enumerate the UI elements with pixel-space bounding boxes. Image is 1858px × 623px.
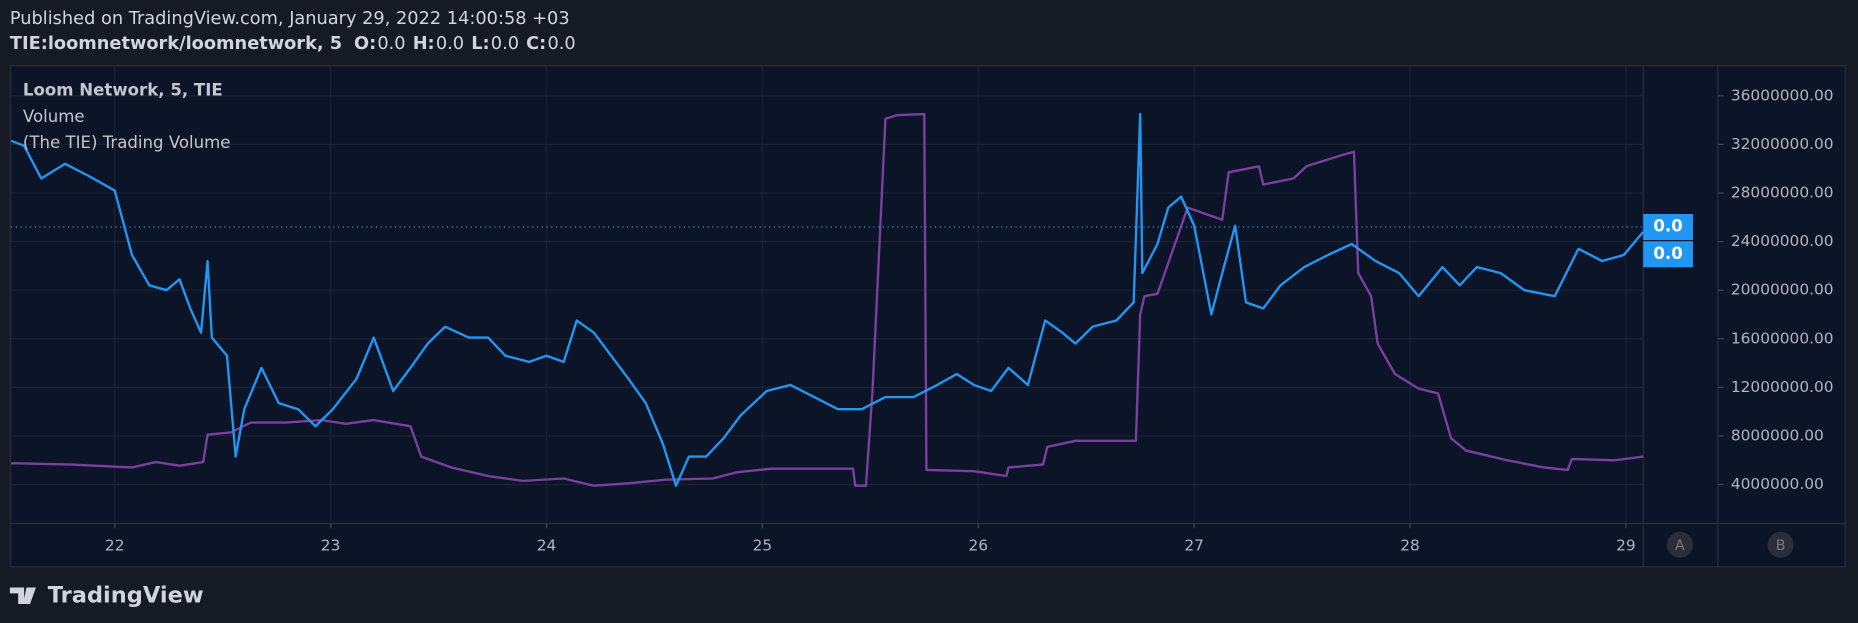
x-tick-label: 27 <box>1184 537 1204 555</box>
legend-entry: (The TIE) Trading Volume <box>23 133 231 152</box>
ohlc-label: C: <box>526 34 546 54</box>
legend-entry: Volume <box>23 107 85 126</box>
x-tick-label: 29 <box>1616 537 1636 555</box>
y-tick-label: 28000000.00 <box>1731 184 1834 202</box>
last-value-badge <box>1643 213 1693 241</box>
scale-button[interactable] <box>1767 531 1794 558</box>
logo-icon <box>26 587 34 595</box>
y-tick-label: 32000000.00 <box>1731 135 1834 153</box>
y-tick-label: 12000000.00 <box>1731 378 1834 396</box>
scale-button-label[interactable]: A <box>1675 538 1685 554</box>
scale-button[interactable] <box>1666 531 1693 558</box>
symbol: TIE:loomnetwork/loomnetwork, 5 <box>10 34 342 54</box>
y-tick-label: 24000000.00 <box>1731 232 1834 250</box>
x-tick-label: 22 <box>105 537 125 555</box>
logo-text: TradingView <box>48 582 204 608</box>
y-tick-label: 36000000.00 <box>1731 86 1834 104</box>
y-tick-label: 16000000.00 <box>1731 329 1834 347</box>
y-tick-label: 4000000.00 <box>1731 475 1824 493</box>
ohlc-label: H: <box>413 34 435 54</box>
ohlc-value: 0.0 <box>491 34 519 54</box>
x-tick-label: 25 <box>753 537 773 555</box>
x-tick-label: 28 <box>1400 537 1420 555</box>
y-tick-label: 20000000.00 <box>1731 281 1834 299</box>
chart-title: Loom Network, 5, TIE <box>23 81 223 100</box>
last-value-label: 0.0 <box>1653 217 1682 236</box>
logo: TradingView <box>9 582 204 608</box>
series-line <box>10 112 1645 487</box>
last-value-badge <box>1643 241 1693 268</box>
ohlc-label: L: <box>471 34 489 54</box>
y-tick-label: 8000000.00 <box>1731 426 1824 444</box>
ohlc-value: 0.0 <box>547 34 575 54</box>
last-value-label: 0.0 <box>1653 244 1682 263</box>
x-tick-label: 23 <box>321 537 341 555</box>
plot-frame <box>9 65 1846 568</box>
ohlc-value: 0.0 <box>436 34 464 54</box>
ohlc-value: 0.0 <box>377 34 405 54</box>
x-tick-label: 24 <box>537 537 557 555</box>
scale-button-label[interactable]: B <box>1776 538 1786 554</box>
x-tick-label: 26 <box>968 537 988 555</box>
published: Published on TradingView.com, January 29… <box>10 9 570 29</box>
ohlc-label: O: <box>354 34 376 54</box>
series-line <box>11 112 1644 487</box>
